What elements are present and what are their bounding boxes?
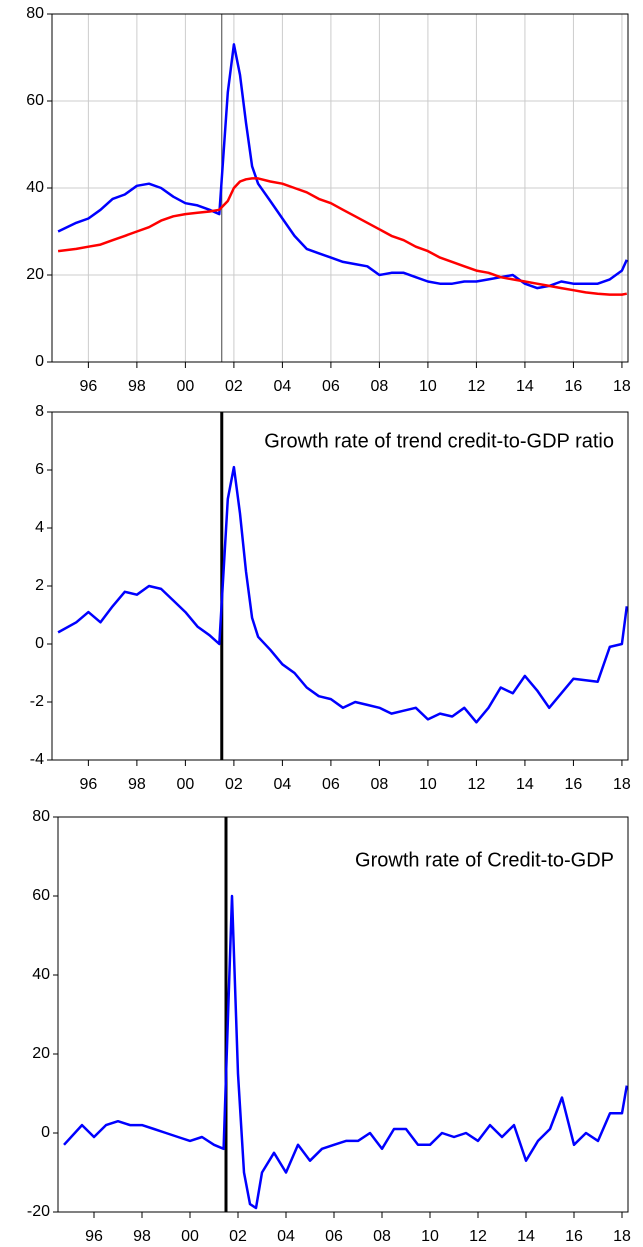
y-tick-label: 0	[41, 1124, 50, 1141]
y-tick-label: 80	[32, 808, 50, 825]
y-tick-label: 4	[35, 519, 44, 536]
x-tick-label: 04	[277, 1228, 295, 1242]
x-tick-label: 06	[325, 1228, 343, 1242]
data-line	[57, 465, 629, 724]
y-tick-label: 40	[26, 179, 44, 196]
annotation: Growth rate of trend credit-to-GDP ratio	[264, 430, 614, 452]
y-tick-label: 2	[35, 577, 44, 594]
y-tick-label: 60	[32, 887, 50, 904]
y-tick-label: 0	[35, 353, 44, 370]
plot-frame	[57, 816, 629, 1213]
x-tick-label: 00	[176, 776, 194, 793]
data-line	[57, 177, 628, 296]
x-tick-label: 10	[419, 776, 437, 793]
x-tick-label: 16	[565, 776, 583, 793]
x-tick-label: 14	[517, 1228, 535, 1242]
plot-frame	[51, 13, 629, 363]
x-tick-label: 12	[468, 776, 486, 793]
x-tick-label: 02	[225, 378, 243, 395]
x-tick-label: 98	[133, 1228, 151, 1242]
x-tick-label: 96	[85, 1228, 103, 1242]
plot-frame	[51, 411, 629, 761]
x-tick-label: 18	[613, 776, 631, 793]
x-tick-label: 00	[176, 378, 194, 395]
x-tick-label: 16	[565, 378, 583, 395]
data-line	[57, 43, 628, 290]
x-tick-label: 12	[468, 378, 486, 395]
x-tick-label: 18	[613, 378, 631, 395]
x-tick-label: 04	[274, 378, 292, 395]
y-tick-label: -20	[27, 1203, 50, 1220]
y-tick-label: 20	[32, 1045, 50, 1062]
x-tick-label: 02	[229, 1228, 247, 1242]
x-tick-label: 16	[565, 1228, 583, 1242]
y-tick-label: 60	[26, 92, 44, 109]
x-tick-label: 14	[516, 776, 534, 793]
x-tick-label: 10	[421, 1228, 439, 1242]
y-tick-label: 6	[35, 461, 44, 478]
x-tick-label: 98	[128, 776, 146, 793]
y-tick-label: 40	[32, 966, 50, 983]
y-tick-label: 80	[26, 5, 44, 22]
y-tick-label: -2	[30, 693, 44, 710]
y-tick-label: -4	[30, 751, 44, 768]
x-tick-label: 06	[322, 776, 340, 793]
x-tick-label: 12	[469, 1228, 487, 1242]
x-tick-label: 06	[322, 378, 340, 395]
x-tick-label: 08	[371, 776, 389, 793]
data-line	[63, 894, 629, 1210]
x-tick-label: 00	[181, 1228, 199, 1242]
annotation: Growth rate of Credit-to-GDP	[355, 849, 614, 871]
x-tick-label: 02	[225, 776, 243, 793]
y-tick-label: 20	[26, 266, 44, 283]
y-tick-label: 8	[35, 403, 44, 420]
x-tick-label: 18	[613, 1228, 631, 1242]
x-tick-label: 96	[79, 378, 97, 395]
x-tick-label: 10	[419, 378, 437, 395]
x-tick-label: 08	[371, 378, 389, 395]
x-tick-label: 08	[373, 1228, 391, 1242]
y-tick-label: 0	[35, 635, 44, 652]
x-tick-label: 98	[128, 378, 146, 395]
x-tick-label: 96	[79, 776, 97, 793]
x-tick-label: 14	[516, 378, 534, 395]
x-tick-label: 04	[274, 776, 292, 793]
